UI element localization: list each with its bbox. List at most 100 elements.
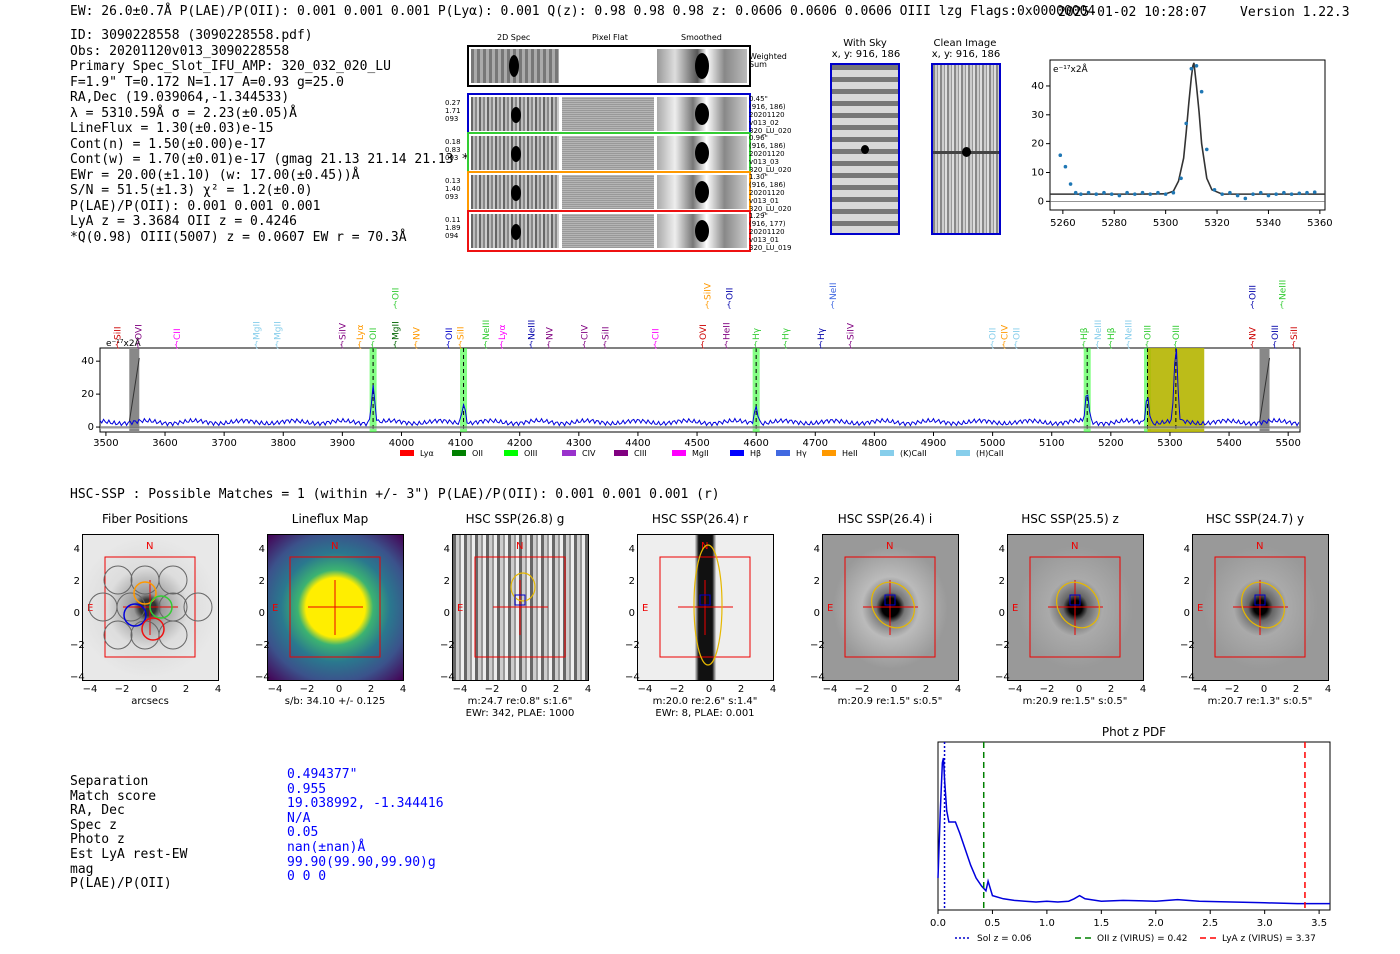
line-label-brace: { (727, 300, 732, 309)
stamp-overlay: NE (87, 541, 213, 658)
stamp-panel: HSC SSP(26.4) r N E 4 2 0 −2 −4 −4 −2 0 2 4 m:20.0 re… (625, 512, 800, 727)
fiber-cutout-row (467, 171, 751, 213)
source-blob-smooth (695, 53, 709, 79)
stamp-ytick: 4 (813, 544, 820, 555)
stamp-xtick: 4 (1324, 684, 1332, 695)
zoom-xtick-label: 5340 (1256, 218, 1281, 229)
cutout-right-label: 0.45" (916, 186) 20201120 v013_02 320_LU… (749, 95, 792, 135)
stamp-overlay: NE (1012, 541, 1121, 658)
stamp-xtick: −2 (1224, 684, 1240, 695)
header-summary: EW: 26.0±0.7Å P(LAE)/P(OII): 0.001 0.001… (70, 4, 1096, 19)
weighted-sum-cutout (467, 45, 751, 87)
info-line: Obs: 20201120v013_3090228558 (70, 43, 290, 59)
stamp-xtick: −2 (669, 684, 685, 695)
zoom-data-point (1140, 190, 1145, 195)
aperture-box (474, 556, 566, 658)
stamp-ytick: 2 (1183, 576, 1190, 587)
stamp-xtick: −4 (1007, 684, 1023, 695)
source-marker (1069, 594, 1081, 606)
cutout-left-label: 0.18 0.83 093 (445, 138, 461, 162)
weighted-sum-label: Weighted Sum (749, 52, 787, 69)
stamp-title: HSC SSP(24.7) y (1205, 512, 1305, 526)
aperture-box (1214, 556, 1306, 658)
line-label: CIV (581, 324, 591, 340)
legend-swatch (672, 450, 686, 456)
stamp-xtick: 2 (367, 684, 375, 695)
line-label-brace: { (1095, 340, 1100, 349)
stamp-xtick: 0 (890, 684, 898, 695)
photz-svg: Phot z PDF 0.0 0.5 1.0 1.5 2.0 2.5 3.0 3.5 Sol z … (930, 725, 1331, 944)
line-label: OVI (699, 324, 709, 340)
clean-source (962, 147, 971, 157)
line-label-brace: { (1279, 300, 1284, 309)
line-label: Hγ (817, 327, 827, 340)
stamp-xtick: −2 (1039, 684, 1055, 695)
line-label: OII (369, 328, 379, 340)
info-line: EWr = 20.00(±1.10) (w: 17.00(±0.45))Å (70, 167, 360, 183)
zoom-data-point (1258, 190, 1263, 195)
info-line: S/N = 51.5(±1.3) χ² = 1.2(±0.0) (70, 183, 313, 198)
stamp-caption: m:20.9 re:1.5" s:0.5" (837, 696, 943, 707)
legend-label: Lyα (420, 449, 434, 458)
fiber-cutout-row (467, 93, 751, 135)
compass-east: E (457, 603, 463, 614)
compass-east: E (272, 603, 278, 614)
info-line: λ = 5310.59Å σ = 2.23(±0.05)Å (70, 105, 297, 121)
stamp-xtick: 2 (552, 684, 560, 695)
stamp-xtick: −2 (854, 684, 870, 695)
legend-swatch (776, 450, 790, 456)
zoom-data-point (1133, 192, 1137, 196)
cutout-smooth-source (695, 142, 709, 164)
line-label: SiII (114, 326, 124, 340)
line-label-brace: { (529, 340, 534, 349)
compass-east: E (87, 603, 93, 614)
cutout-left-label: 0.11 1.89 094 (445, 216, 461, 240)
line-label: MgII (273, 321, 283, 340)
info-line: F=1.9" T=0.172 N=1.17 A=0.93 g=25.0 (70, 74, 344, 90)
cutout-flat (562, 97, 654, 131)
line-label: Hγ (782, 327, 792, 340)
legend-swatch (504, 450, 518, 456)
zoom-data-point (1235, 193, 1240, 198)
stamp-caption: m:20.7 re:1.3" s:0.5" (1207, 696, 1313, 707)
match-key: Separation (70, 774, 149, 789)
stamp-xtick: −2 (114, 684, 130, 695)
line-label-brace: { (1291, 340, 1296, 349)
spectrum-xtick-label: 3800 (271, 438, 296, 449)
line-label: OII (1012, 328, 1022, 340)
compass-north: N (331, 541, 338, 552)
stamp-xtick: 0 (150, 684, 158, 695)
with-sky-title: With Sky (843, 38, 887, 49)
legend-swatch (730, 450, 744, 456)
zoom-data-point (1212, 188, 1217, 192)
stamp-xtick: 0 (705, 684, 713, 695)
line-label-brace: { (1173, 340, 1178, 349)
stamp-caption: m:20.0 re:2.6" s:1.4" (652, 696, 758, 707)
photz-xtick-label: 2.0 (1148, 918, 1164, 929)
stamp-xtick: 0 (335, 684, 343, 695)
cutout-smooth-source (695, 220, 709, 242)
zoom-data-point (1148, 192, 1153, 196)
cutout-right-label: 0.96" (916, 186) 20201120 v013_03 320_LU… (749, 134, 792, 174)
zoom-data-point (1179, 176, 1183, 181)
cutout-source (511, 224, 521, 240)
stamp-xtick: 0 (520, 684, 528, 695)
cutout-flat (562, 214, 654, 248)
zoom-data-point (1243, 196, 1248, 201)
zoom-units: e⁻¹⁷x2Å (1053, 63, 1089, 75)
compass-east: E (827, 603, 833, 614)
stamp-ytick: 2 (258, 576, 265, 587)
zoom-data-point (1109, 192, 1114, 196)
line-label-brace: { (830, 300, 835, 309)
zoom-data-point (1102, 190, 1106, 195)
stamp-ytick: −4 (70, 672, 85, 683)
line-label-brace: { (254, 340, 259, 349)
cutout-source (511, 107, 521, 123)
stamp-ytick: −4 (625, 672, 640, 683)
spectrum-xtick-label: 5400 (1216, 438, 1241, 449)
line-label: SiII (1290, 326, 1300, 340)
compass-north: N (1071, 541, 1078, 552)
spectrum-xtick-label: 5100 (1039, 438, 1064, 449)
stamp-xtick: 2 (182, 684, 190, 695)
legend-label: Hγ (796, 449, 807, 458)
